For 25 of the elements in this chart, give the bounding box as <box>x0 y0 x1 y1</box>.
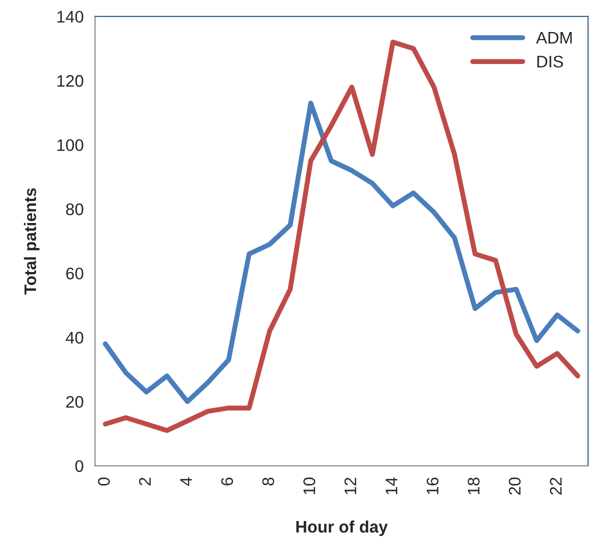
x-tick-label: 14 <box>386 477 398 494</box>
y-axis-title: Total patients <box>24 188 40 294</box>
x-tick-label: 16 <box>426 478 438 494</box>
x-axis-title: Hour of day <box>296 520 388 536</box>
legend-label: DIS <box>537 56 564 68</box>
x-tick-label: 8 <box>262 478 274 486</box>
x-tick-label: 12 <box>344 478 356 494</box>
y-tick-label: 20 <box>66 396 84 408</box>
x-tick-label: 22 <box>550 478 562 495</box>
y-tick-label: 100 <box>57 139 84 152</box>
x-tick-label: 10 <box>303 478 316 494</box>
x-tick-label: 20 <box>508 478 521 495</box>
y-tick-label: 120 <box>57 75 84 87</box>
x-tick-label: 0 <box>98 478 110 486</box>
legend-label: ADM <box>536 32 572 44</box>
x-tick-label: 2 <box>139 478 151 486</box>
y-tick-label: 80 <box>66 203 84 216</box>
y-tick-label: 140 <box>57 10 84 23</box>
line-series <box>102 100 580 404</box>
x-tick-label: 4 <box>180 477 192 486</box>
y-tick-label: 40 <box>66 332 84 344</box>
x-tick-label: 18 <box>468 478 480 494</box>
y-tick-label: 60 <box>66 268 84 280</box>
x-tick-label: 6 <box>221 478 234 486</box>
y-tick-label: 0 <box>75 460 84 472</box>
